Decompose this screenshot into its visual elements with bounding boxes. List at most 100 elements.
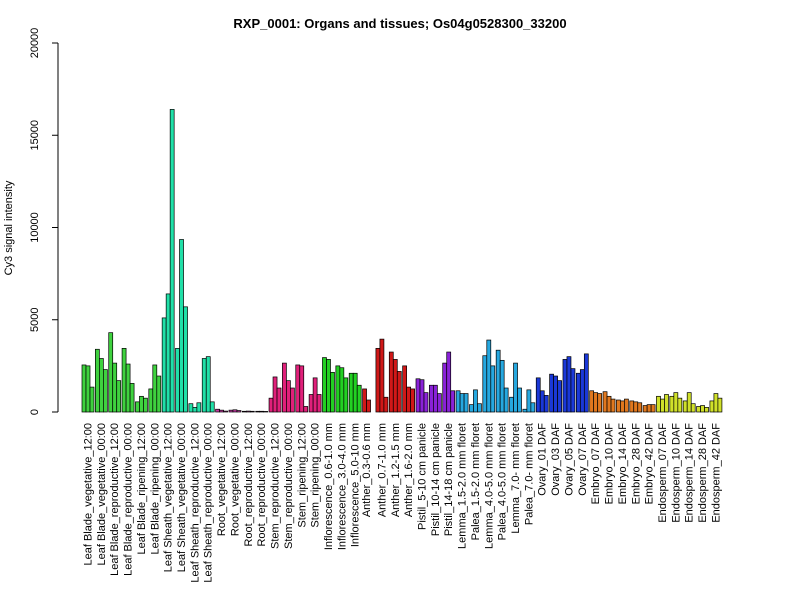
bars-group [81,109,723,413]
bar [366,399,371,413]
bar [352,372,358,413]
bar [175,347,180,413]
category-label: Anther_0.7-1.0 mm [376,423,388,517]
bar [81,364,87,413]
bar [236,410,242,413]
bar [637,402,643,413]
bar [259,410,265,413]
bar [223,410,228,413]
bar [263,411,269,413]
bar [290,387,295,413]
bar [143,397,148,413]
category-label: Endosperm_42 DAF [710,423,722,523]
bar [650,404,656,413]
bar [161,317,167,413]
category-label: Ovary_07 DAF [577,423,589,496]
bar [116,380,122,413]
category-label: Pistil_14-18 cm panicle [443,423,455,536]
bar [633,401,639,413]
bar [437,393,442,413]
bar [669,395,675,413]
bar [682,400,688,413]
bar [509,396,514,413]
category-label: Root_vegetative_12:00 [216,423,228,536]
bar [616,399,621,413]
bar [495,349,501,413]
bar [482,355,488,413]
category-label: Stem_reproductive_12:00 [270,423,282,549]
category-label: Endosperm_14 DAF [684,423,696,523]
bar [209,401,215,413]
category-label: Leaf Blade_ripening_00:00 [149,423,161,555]
y-tick-label: 20000 [29,28,41,59]
category-label: Leaf Blade_vegetative_00:00 [96,423,108,566]
category-label: Inflorescence_5.0-10 mm [350,423,362,547]
bar [593,392,599,413]
bar [530,402,536,413]
bar [583,353,589,413]
bar [620,400,625,413]
bar [646,404,652,413]
bar [85,365,91,413]
category-label: Inflorescence_0.6-1.0 mm [323,423,335,550]
bar [469,404,474,413]
bar [112,362,118,413]
bar [543,395,549,413]
category-label: Embryo_42 DAF [644,423,656,505]
bar [335,365,341,413]
bar [232,409,238,413]
category-label: Leaf Blade_reproductive_00:00 [123,423,135,576]
bar [205,356,211,413]
category-label: Leaf Blade_vegetative_12:00 [83,423,95,566]
bar [717,397,723,413]
bar [121,347,127,413]
category-label: Ovary_01 DAF [537,423,549,496]
bar [503,387,509,413]
category-label: Root_vegetative_00:00 [229,423,241,536]
bar [108,332,114,413]
category-label: Stem_ripening_12:00 [296,423,308,528]
bar [549,373,554,413]
category-label: Endosperm_28 DAF [697,423,709,523]
category-label: Pistil_10-14 cm panicle [430,423,442,536]
bar [272,376,278,413]
category-label: Root_reproductive_00:00 [256,423,268,547]
bar [196,402,202,413]
bar [410,388,415,413]
category-label: Endosperm_07 DAF [657,423,669,523]
bar [656,395,661,413]
bar [282,362,287,413]
bar [415,378,421,413]
bar [579,369,585,413]
bar [700,405,705,413]
bar [183,306,188,413]
bar [245,410,251,413]
bar [165,293,171,413]
y-tick-label: 10000 [29,212,41,243]
bar [433,384,438,413]
category-label: Anther_1.2-1.5 mm [390,423,402,517]
bar [362,388,367,413]
bar [375,347,381,413]
bar [215,408,220,413]
bar [535,377,541,413]
category-label: Leaf Blade_reproductive_12:00 [109,423,121,576]
bar [642,405,648,413]
bar [135,401,140,413]
bar [522,408,528,413]
category-label: Anther_0.3-0.6 mm [361,423,373,517]
bar [295,364,301,413]
bar [339,367,345,413]
category-label: Palea_1.5-2.0 mm floret [470,423,482,540]
bar [486,339,492,413]
category-label: Embryo_14 DAF [617,423,629,505]
bar [575,372,581,413]
category-label: Stem_reproductive_00:00 [283,423,295,549]
bar [463,393,469,413]
bar [286,380,291,413]
bar [249,410,255,413]
bar [539,390,545,413]
bar [139,395,144,413]
category-label: Ovary_05 DAF [563,423,575,496]
